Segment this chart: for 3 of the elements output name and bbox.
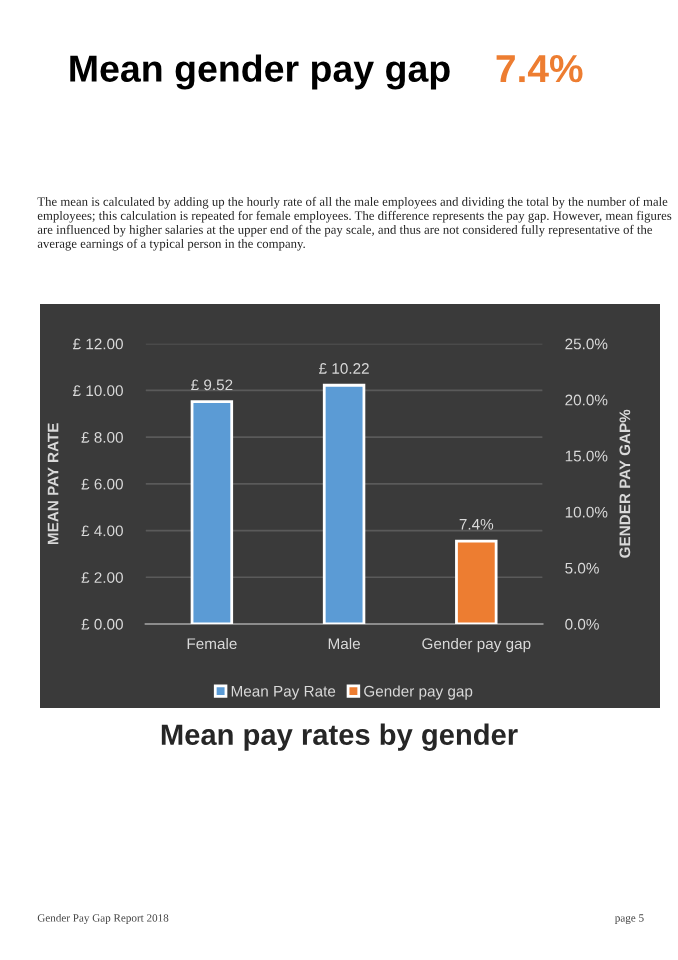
text: Mean pay rates by gender: [161, 723, 518, 751]
chart-subtitle: 7.4%: [496, 55, 583, 83]
chart-title: Mean gender pay gap: [70, 54, 450, 90]
